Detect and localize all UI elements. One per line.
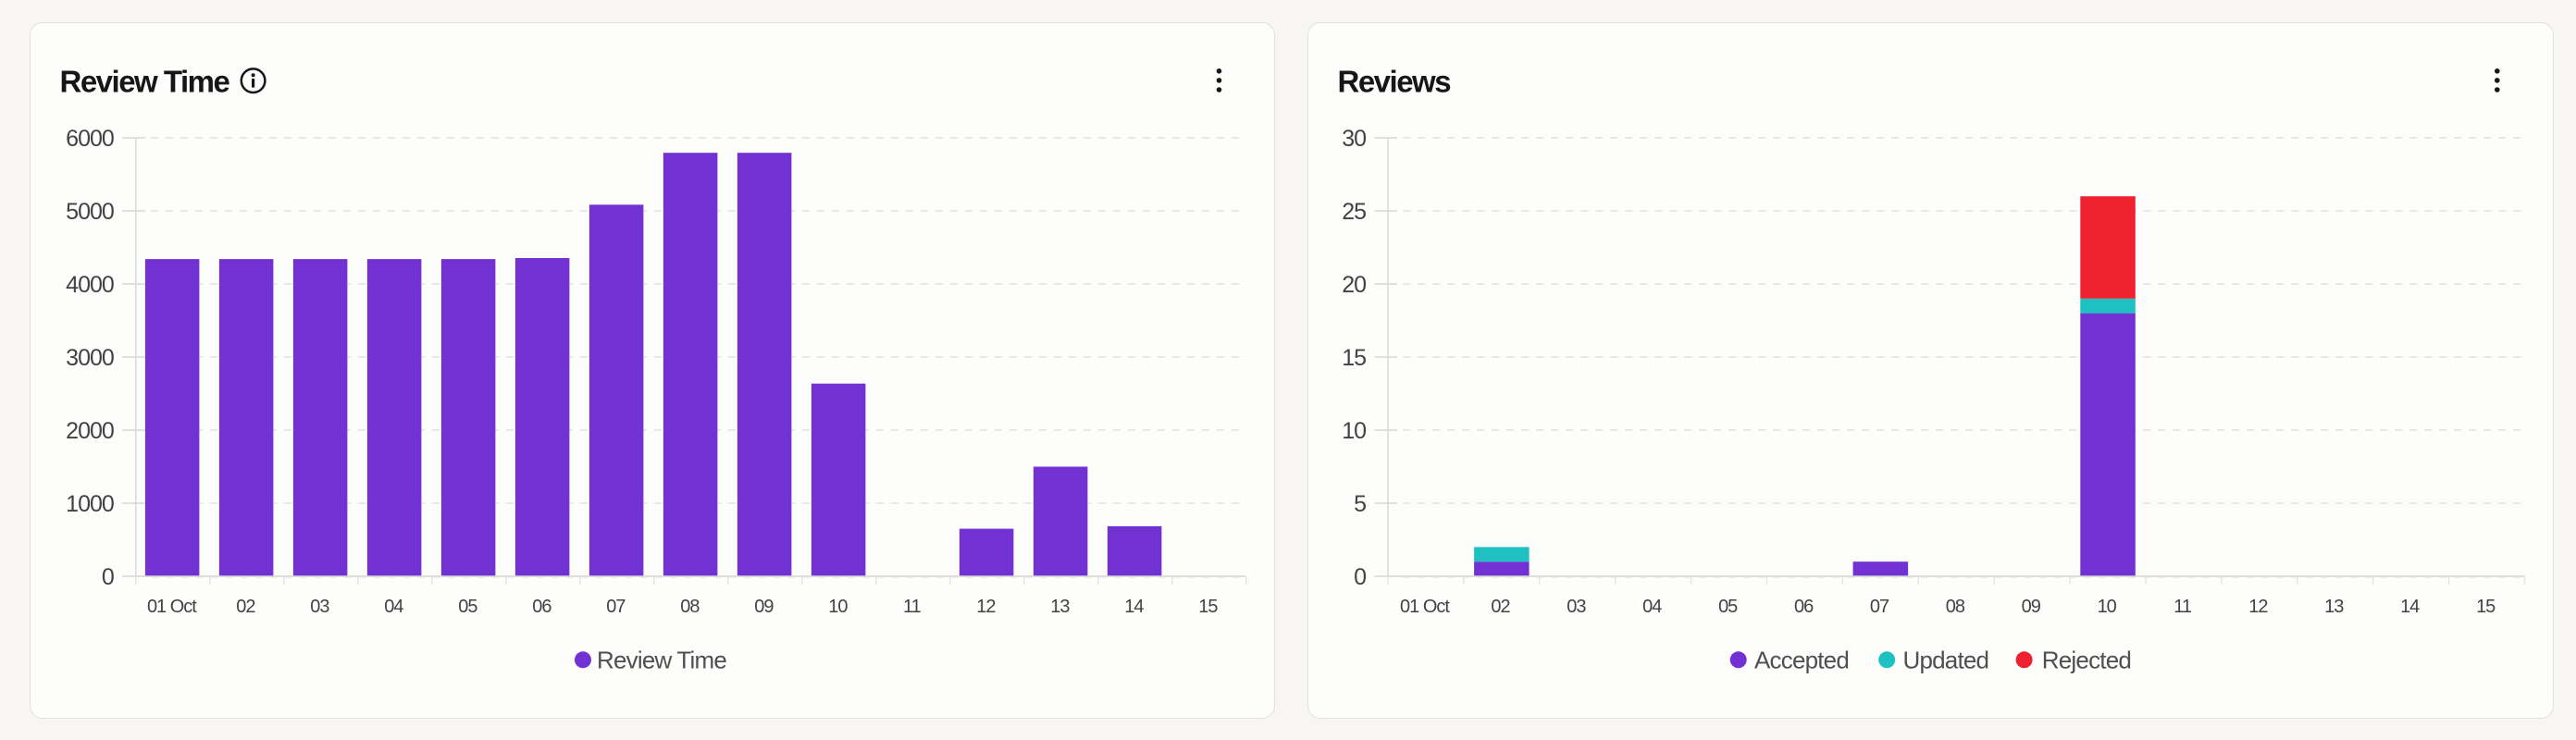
- svg-text:Accepted: Accepted: [1754, 647, 1849, 674]
- svg-text:09: 09: [754, 597, 774, 617]
- svg-text:2000: 2000: [66, 418, 114, 444]
- svg-text:25: 25: [1342, 199, 1366, 225]
- svg-text:1000: 1000: [66, 491, 114, 517]
- svg-text:04: 04: [384, 597, 403, 617]
- svg-text:30: 30: [1342, 126, 1366, 152]
- svg-text:05: 05: [1718, 597, 1738, 617]
- svg-text:02: 02: [236, 597, 255, 617]
- svg-text:20: 20: [1342, 272, 1366, 298]
- svg-text:13: 13: [1050, 597, 1070, 617]
- svg-text:08: 08: [1946, 597, 1965, 617]
- svg-text:Reviews: Reviews: [1338, 65, 1451, 99]
- svg-text:12: 12: [976, 597, 996, 617]
- svg-text:08: 08: [680, 597, 700, 617]
- svg-text:06: 06: [1794, 597, 1814, 617]
- svg-text:5: 5: [1354, 491, 1366, 517]
- svg-text:07: 07: [606, 597, 625, 617]
- svg-text:6000: 6000: [66, 126, 114, 152]
- svg-text:01 Oct: 01 Oct: [1400, 597, 1450, 617]
- svg-text:10: 10: [2098, 597, 2117, 617]
- svg-text:09: 09: [2022, 597, 2041, 617]
- svg-text:Rejected: Rejected: [2042, 647, 2131, 674]
- svg-text:10: 10: [828, 597, 848, 617]
- svg-text:15: 15: [1342, 345, 1366, 371]
- svg-text:0: 0: [1354, 564, 1366, 590]
- svg-text:4000: 4000: [66, 272, 114, 298]
- svg-text:Updated: Updated: [1903, 647, 1989, 674]
- svg-text:02: 02: [1491, 597, 1510, 617]
- svg-text:15: 15: [2476, 597, 2496, 617]
- svg-text:5000: 5000: [66, 199, 114, 225]
- svg-text:10: 10: [1342, 418, 1366, 444]
- svg-text:03: 03: [1567, 597, 1586, 617]
- svg-text:Review Time: Review Time: [60, 65, 230, 99]
- svg-text:11: 11: [903, 597, 922, 617]
- svg-text:11: 11: [2174, 597, 2192, 617]
- svg-text:03: 03: [310, 597, 329, 617]
- svg-text:15: 15: [1198, 597, 1218, 617]
- svg-text:Review Time: Review Time: [597, 647, 726, 674]
- svg-text:04: 04: [1642, 597, 1662, 617]
- svg-text:3000: 3000: [66, 345, 114, 371]
- svg-text:0: 0: [102, 564, 114, 590]
- svg-text:05: 05: [458, 597, 477, 617]
- svg-text:07: 07: [1870, 597, 1889, 617]
- svg-text:13: 13: [2324, 597, 2344, 617]
- svg-text:14: 14: [2400, 597, 2420, 617]
- svg-text:14: 14: [1124, 597, 1144, 617]
- svg-text:06: 06: [532, 597, 551, 617]
- svg-text:12: 12: [2248, 597, 2268, 617]
- svg-text:01 Oct: 01 Oct: [147, 597, 197, 617]
